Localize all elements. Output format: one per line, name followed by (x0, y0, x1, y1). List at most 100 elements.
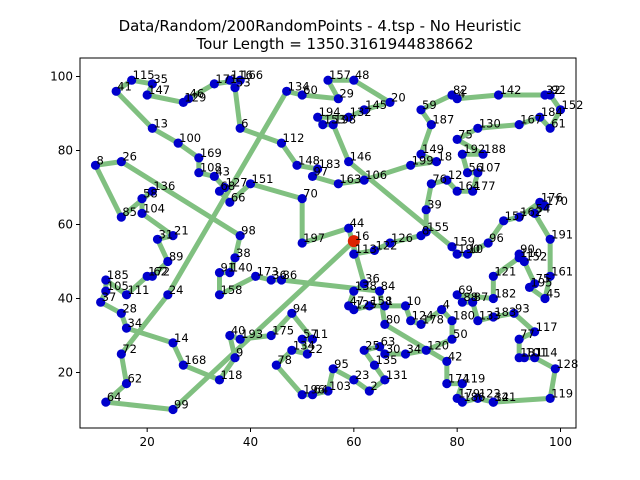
city-label: 187 (432, 113, 454, 127)
city-point (457, 379, 467, 389)
city-point (328, 364, 338, 374)
city-label: 180 (453, 309, 475, 323)
tour-segment (299, 92, 341, 102)
city-label: 23 (355, 368, 370, 382)
city-point (524, 282, 535, 292)
city-label: 11 (314, 327, 329, 341)
city-label: 88 (463, 290, 478, 304)
city-label: 158 (370, 294, 392, 308)
city-point (380, 375, 390, 385)
city-point (116, 308, 126, 318)
city-point (442, 379, 452, 389)
city-label: 183 (319, 157, 341, 171)
city-point (230, 83, 240, 93)
x-tick-label: 20 (140, 435, 155, 449)
city-label: 22 (308, 342, 323, 356)
city-point (307, 334, 318, 344)
city-label: 134 (293, 338, 315, 352)
y-tick-label: 100 (50, 70, 73, 84)
city-label: 155 (427, 220, 449, 234)
city-point (416, 149, 426, 159)
city-label: 199 (412, 153, 434, 167)
city-point (519, 353, 529, 363)
city-label: 24 (169, 283, 184, 297)
city-point (323, 75, 333, 85)
x-tick-label: 40 (243, 435, 258, 449)
city-point (457, 149, 467, 159)
city-label: 176 (541, 190, 563, 204)
city-label: 100 (179, 131, 201, 145)
city-point (473, 168, 483, 178)
city-label: 34 (407, 342, 422, 356)
city-point (147, 123, 157, 133)
city-point (442, 356, 452, 366)
city-label: 64 (314, 383, 329, 397)
city-label: 140 (231, 261, 253, 275)
city-label: 103 (329, 379, 351, 393)
tour-segment (139, 210, 176, 239)
city-label: 53 (236, 76, 251, 90)
city-point (235, 75, 245, 85)
axes-layer: 20 40 60 80 100 20 40 60 80 100 (50, 70, 572, 450)
tour-segment (227, 181, 253, 205)
tour-segment (118, 188, 155, 220)
tour-segment (387, 233, 424, 246)
city-label: 68 (221, 179, 236, 193)
city-label: 183 (494, 305, 516, 319)
tour-segment (273, 362, 305, 398)
city-label: 146 (350, 150, 372, 164)
city-point (349, 75, 359, 85)
city-label: 157 (505, 209, 527, 223)
city-point (287, 345, 297, 355)
city-point (276, 138, 287, 148)
city-label: 193 (241, 327, 263, 341)
city-label: 108 (200, 161, 222, 175)
y-tick-label: 40 (58, 292, 73, 306)
city-label: 64 (107, 390, 122, 404)
city-point (530, 327, 540, 337)
tour-segment (475, 122, 522, 131)
city-label: 178 (422, 312, 444, 326)
city-label: 115 (133, 68, 155, 82)
city-label: 149 (422, 142, 444, 156)
city-point (349, 375, 359, 385)
city-label: 112 (283, 131, 305, 145)
city-label: 29 (339, 87, 354, 101)
city-point (421, 205, 431, 215)
tour-segment (532, 210, 553, 242)
tour-segment (547, 366, 558, 401)
city-point (297, 334, 307, 344)
city-label: 9 (236, 346, 243, 360)
city-label: 173 (257, 264, 279, 278)
city-label: 82 (453, 83, 468, 97)
city-label: 166 (241, 68, 263, 82)
city-point (473, 316, 483, 326)
city-point (437, 305, 447, 315)
city-label: 133 (479, 309, 501, 323)
city-point (173, 138, 183, 148)
city-point (416, 231, 426, 241)
city-point (116, 157, 126, 167)
city-point (127, 75, 137, 85)
city-label: 174 (448, 372, 470, 386)
city-point (530, 208, 540, 218)
city-label: 152 (525, 250, 547, 264)
city-point (251, 271, 261, 281)
city-point (488, 293, 498, 304)
tour-segment (180, 362, 222, 383)
tour-segment (382, 321, 450, 364)
tour-segment (490, 395, 553, 405)
plot-frame (79, 57, 577, 429)
city-label: 47 (350, 294, 365, 308)
city-label: 66 (231, 190, 246, 204)
city-label: 32 (494, 390, 509, 404)
city-label: 101 (525, 346, 547, 360)
city-point (493, 90, 504, 100)
city-point (307, 171, 318, 181)
city-label: 132 (350, 105, 372, 119)
city-point (545, 393, 555, 403)
city-point (214, 290, 225, 300)
city-point (178, 97, 188, 107)
city-label: 125 (355, 298, 377, 312)
